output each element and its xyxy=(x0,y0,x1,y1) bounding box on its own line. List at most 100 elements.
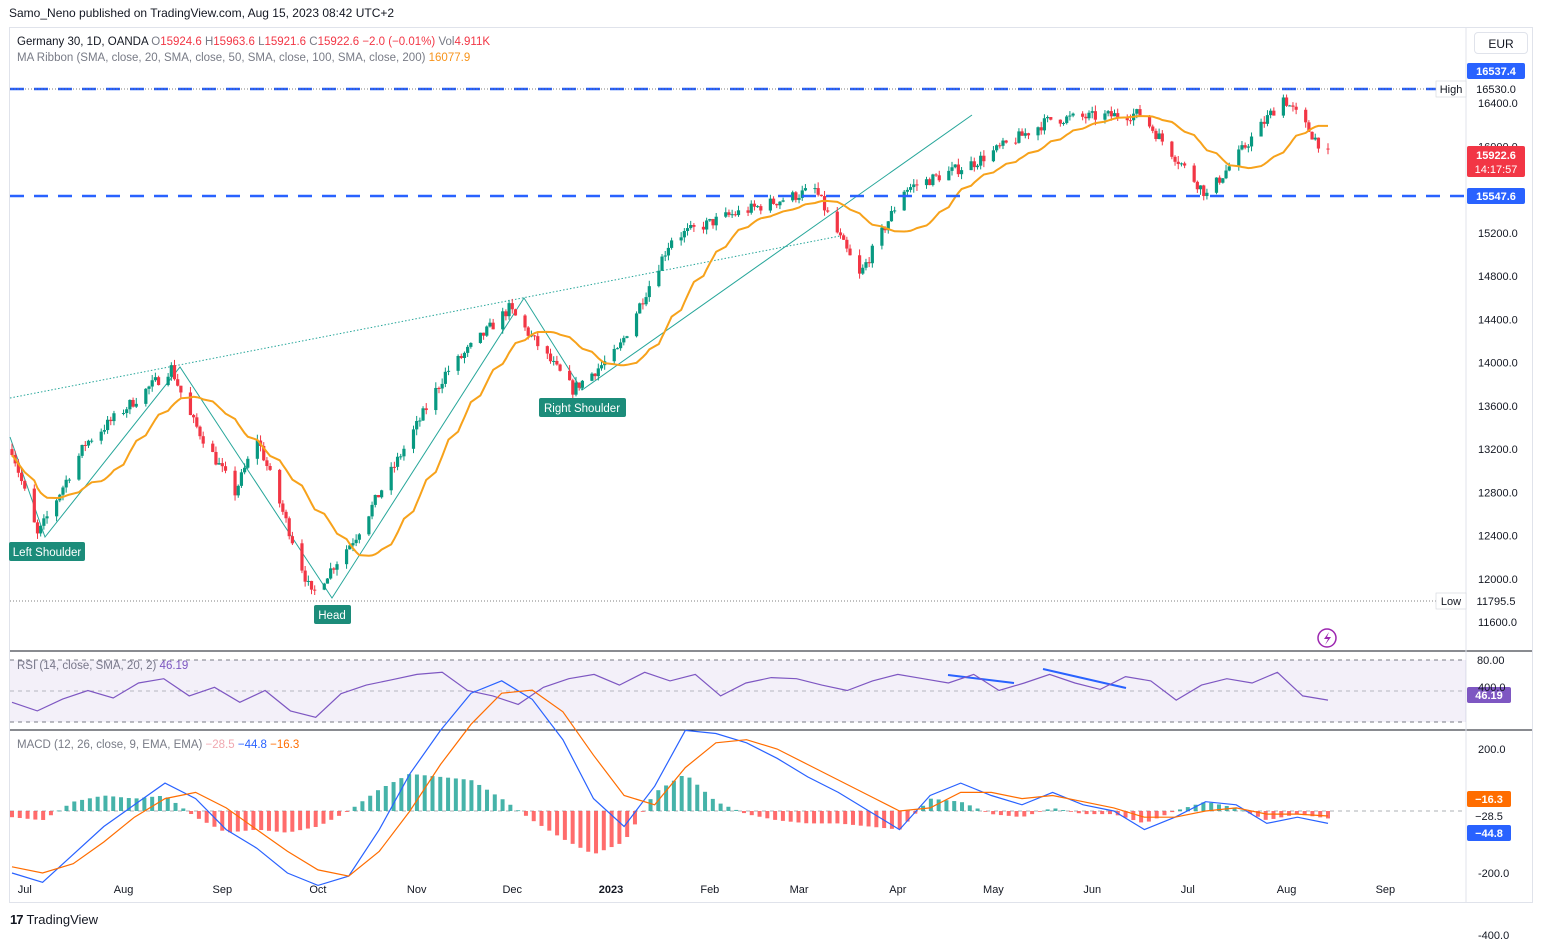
candle-body-228 xyxy=(1023,133,1027,136)
price-axis: 16400.016000.015200.014800.014400.014000… xyxy=(1478,98,1518,629)
candle-body-193 xyxy=(867,262,871,264)
macd-hist-bar-146 xyxy=(1146,811,1151,822)
macd-hist-bar-119 xyxy=(936,799,941,811)
candle-body-217 xyxy=(975,165,980,168)
macd-hist-bar-38 xyxy=(305,811,310,829)
candle-body-109 xyxy=(491,322,495,330)
macd-hist-bar-40 xyxy=(321,811,326,824)
candle-body-84 xyxy=(380,490,384,498)
resistance-tag-value: 16537.4 xyxy=(1476,66,1517,78)
macd-tick-1: 200.0 xyxy=(1478,744,1506,756)
candle-body-176 xyxy=(794,192,798,200)
currency-button[interactable]: EUR xyxy=(1474,32,1528,54)
macd-hist-bar-135 xyxy=(1061,810,1066,811)
lightning-icon[interactable] xyxy=(1317,628,1337,648)
macd-hist-bar-58 xyxy=(461,779,466,811)
candle-body-128 xyxy=(577,382,581,388)
candle-body-114 xyxy=(513,309,518,316)
macd-hist-bar-138 xyxy=(1084,811,1089,815)
macd-line-tag-value: −44.8 xyxy=(1475,828,1503,840)
macd-hist-bar-129 xyxy=(1014,811,1019,817)
candle-body-55 xyxy=(255,440,259,459)
macd-hist-bar-79 xyxy=(625,811,630,838)
candle-body-235 xyxy=(1058,119,1062,124)
candle-body-159 xyxy=(714,216,718,226)
candle-body-13 xyxy=(64,479,68,488)
macd-tick-3: -400.0 xyxy=(1478,930,1509,939)
rsi-tag-value: 46.19 xyxy=(1475,690,1503,702)
candle-body-8 xyxy=(42,518,46,526)
candle-body-184 xyxy=(826,210,830,212)
candle-body-273 xyxy=(1224,170,1228,179)
macd-hist-bar-133 xyxy=(1045,809,1050,811)
macd-hist-bar-93 xyxy=(734,809,739,811)
macd-hist-bar-22 xyxy=(181,808,186,811)
candle-body-146 xyxy=(660,256,664,271)
candle-body-175 xyxy=(791,192,795,201)
candle-body-260 xyxy=(1170,141,1174,157)
candle-body-263 xyxy=(1179,163,1184,165)
tv-brand-text: TradingView xyxy=(26,912,99,927)
macd-hist-bar-97 xyxy=(765,811,770,819)
candle-body-291 xyxy=(1307,122,1311,132)
macd-hist-bar-141 xyxy=(1107,811,1112,815)
macd-hist-bar-111 xyxy=(874,811,879,828)
price-tick-4: 14400.0 xyxy=(1478,314,1518,326)
macd-hist-bar-104 xyxy=(819,811,824,824)
candle-body-71 xyxy=(325,578,330,584)
candle-body-92 xyxy=(418,420,422,422)
candle-body-29 xyxy=(134,403,138,407)
macd-signal-tag: −16.3 xyxy=(1467,791,1511,807)
candle-body-239 xyxy=(1071,113,1075,116)
candle-body-21 xyxy=(102,430,107,432)
candle-body-133 xyxy=(599,365,604,369)
macd-hist-bar-6 xyxy=(56,810,61,812)
macd-signal-tag-value: −16.3 xyxy=(1475,794,1503,806)
macd-hist-bar-149 xyxy=(1170,811,1175,813)
candle-body-155 xyxy=(701,226,706,230)
macd-hist-bar-125 xyxy=(983,811,988,812)
macd-hist-bar-69 xyxy=(547,811,552,831)
candle-body-218 xyxy=(979,155,983,166)
candle-body-111 xyxy=(504,311,508,317)
candle-body-58 xyxy=(265,460,269,467)
macd-hist-bar-36 xyxy=(290,811,295,832)
candle-body-244 xyxy=(1093,111,1097,120)
macd-hist-bar-12 xyxy=(103,795,108,811)
macd-hist-bar-126 xyxy=(991,811,996,815)
candle-body-108 xyxy=(488,322,492,327)
candle-body-136 xyxy=(615,348,620,350)
low-tag: Low 11795.5 xyxy=(1435,592,1525,610)
macd-hist-bar-124 xyxy=(975,808,980,811)
candle-body-104 xyxy=(469,342,473,347)
macd-hist-bar-87 xyxy=(687,777,692,811)
macd-signal-line xyxy=(11,689,1329,877)
candle-body-225 xyxy=(1014,142,1018,144)
candle-body-157 xyxy=(708,219,712,221)
low-tag-value: 11795.5 xyxy=(1477,596,1516,608)
macd-hist-bar-143 xyxy=(1123,811,1128,818)
candle-body-258 xyxy=(1157,133,1161,139)
macd-hist-bar-140 xyxy=(1100,811,1105,815)
candle-body-50 xyxy=(233,470,237,496)
candle-body-256 xyxy=(1151,126,1155,131)
price-tick-5: 14000.0 xyxy=(1478,358,1518,370)
macd-line xyxy=(11,680,1329,887)
time-axis: Jul Aug Sep Oct Nov Dec 2023 Feb Mar Apr May Jun Jul… xyxy=(18,884,1395,896)
candle-body-241 xyxy=(1084,116,1088,119)
price-tick-9: 12400.0 xyxy=(1478,531,1518,543)
candle-body-125 xyxy=(568,370,572,381)
candle-body-43 xyxy=(198,426,202,437)
candle-body-222 xyxy=(998,145,1002,147)
candle-body-122 xyxy=(552,360,556,362)
time-tick-3: Oct xyxy=(309,884,326,896)
macd-hist-bar-120 xyxy=(944,800,949,811)
candle-body-153 xyxy=(689,225,693,229)
candle-body-53 xyxy=(243,467,247,473)
candle-body-83 xyxy=(376,494,381,498)
candle-body-240 xyxy=(1081,113,1085,117)
macd-hist-bar-134 xyxy=(1053,808,1058,811)
ma-value: 16077.9 xyxy=(428,52,471,64)
candle-body-0 xyxy=(10,449,14,456)
candle-body-195 xyxy=(880,227,884,246)
